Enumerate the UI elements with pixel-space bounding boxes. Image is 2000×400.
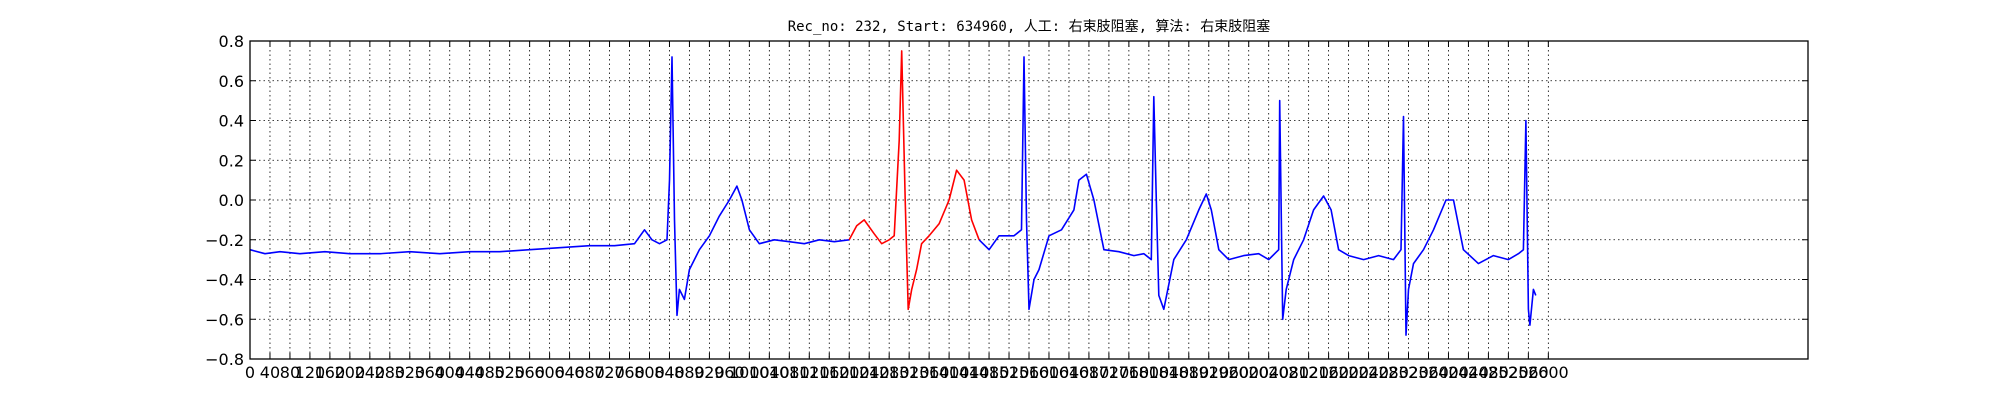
- series-line-3: [978, 56, 1537, 336]
- x-tick-label: 1600: [1029, 363, 1070, 382]
- y-tick-label: 0.2: [219, 151, 244, 170]
- x-tick-label: 2000: [1228, 363, 1269, 382]
- x-tick-label: 360: [414, 363, 445, 382]
- x-tick-label: 1040: [749, 363, 790, 382]
- x-tick-label: 1520: [989, 363, 1030, 382]
- grid: [250, 41, 1808, 359]
- series-line-2: [848, 50, 980, 311]
- x-tick-label: 720: [594, 363, 625, 382]
- x-tick-label: 880: [674, 363, 705, 382]
- x-tick-label: 2440: [1448, 363, 1489, 382]
- x-tick-label: 1640: [1049, 363, 1090, 382]
- x-tick-label: 320: [395, 363, 426, 382]
- x-tick-label: 240: [355, 363, 386, 382]
- x-tick-label: 760: [614, 363, 645, 382]
- x-tick-label: 1760: [1109, 363, 1150, 382]
- x-tick-label: 1960: [1208, 363, 1249, 382]
- x-tick-label: 80: [280, 363, 300, 382]
- x-tick-label: 1000: [729, 363, 770, 382]
- ticks: [249, 40, 1808, 360]
- x-tick-label: 600: [534, 363, 565, 382]
- x-tick-label: 200: [335, 363, 366, 382]
- y-tick-label: −0.4: [205, 271, 244, 290]
- y-tick-label: 0.0: [219, 191, 244, 210]
- x-tick-label: 960: [714, 363, 745, 382]
- x-tick-label: 2040: [1248, 363, 1289, 382]
- x-tick-label: 680: [574, 363, 605, 382]
- x-tick-label: 1240: [849, 363, 890, 382]
- x-tick-label: 2520: [1488, 363, 1529, 382]
- x-tick-label: 120: [295, 363, 326, 382]
- x-tick-label: 2280: [1368, 363, 1409, 382]
- x-tick-label: 920: [694, 363, 725, 382]
- y-tick-label: −0.6: [205, 310, 244, 329]
- x-tick-label: 2320: [1388, 363, 1429, 382]
- x-tick-label: 1160: [809, 363, 850, 382]
- y-tick-label: 0.4: [219, 112, 244, 131]
- x-tick-label: 2160: [1308, 363, 1349, 382]
- x-tick-label: 440: [454, 363, 485, 382]
- x-tick-label: 1560: [1009, 363, 1050, 382]
- x-tick-label: 2240: [1348, 363, 1389, 382]
- x-tick-label: 480: [474, 363, 505, 382]
- x-tick-label: 560: [514, 363, 545, 382]
- x-tick-label: 640: [554, 363, 585, 382]
- x-tick-label: 800: [634, 363, 665, 382]
- x-tick-label: 840: [654, 363, 685, 382]
- x-tick-label: 2400: [1428, 363, 1469, 382]
- x-tick-label: 1480: [969, 363, 1010, 382]
- x-tick-label: 1080: [769, 363, 810, 382]
- x-tick-label: 1360: [909, 363, 950, 382]
- x-tick-label: 40: [260, 363, 280, 382]
- x-tick-label: 2480: [1468, 363, 1509, 382]
- x-tick-label: 2080: [1268, 363, 1309, 382]
- x-tick-label: 1280: [869, 363, 910, 382]
- series-line-1: [249, 56, 850, 317]
- x-tick-label: 1400: [929, 363, 970, 382]
- x-tick-label: 0: [245, 363, 255, 382]
- y-tick-label: 0.6: [219, 72, 244, 91]
- x-tick-label: 1320: [889, 363, 930, 382]
- tick-labels: 0 40 8012016020024028032036040044048052056…: [205, 32, 1569, 382]
- x-tick-label: 160: [315, 363, 346, 382]
- x-tick-label: 1720: [1089, 363, 1130, 382]
- x-tick-label: 2600: [1528, 363, 1569, 382]
- x-tick-label: 1440: [949, 363, 990, 382]
- y-tick-label: −0.2: [205, 231, 244, 250]
- x-tick-label: 2560: [1508, 363, 1549, 382]
- chart-title: Rec_no: 232, Start: 634960, 人工: 右束肢阻塞, 算…: [788, 18, 1271, 35]
- x-tick-label: 1880: [1168, 363, 1209, 382]
- x-tick-label: 1120: [789, 363, 830, 382]
- x-tick-label: 280: [375, 363, 406, 382]
- series-layer: [249, 50, 1537, 336]
- x-tick-label: 2360: [1408, 363, 1449, 382]
- x-tick-label: 1800: [1128, 363, 1169, 382]
- y-tick-label: −0.8: [205, 350, 244, 369]
- x-tick-label: 2200: [1328, 363, 1369, 382]
- x-tick-label: 400: [434, 363, 465, 382]
- x-tick-label: 520: [494, 363, 525, 382]
- x-tick-label: 2120: [1288, 363, 1329, 382]
- x-tick-label: 1200: [829, 363, 870, 382]
- x-tick-label: 1680: [1069, 363, 1110, 382]
- x-tick-label: 1840: [1148, 363, 1189, 382]
- x-tick-label: 1920: [1188, 363, 1229, 382]
- y-tick-label: 0.8: [219, 32, 244, 51]
